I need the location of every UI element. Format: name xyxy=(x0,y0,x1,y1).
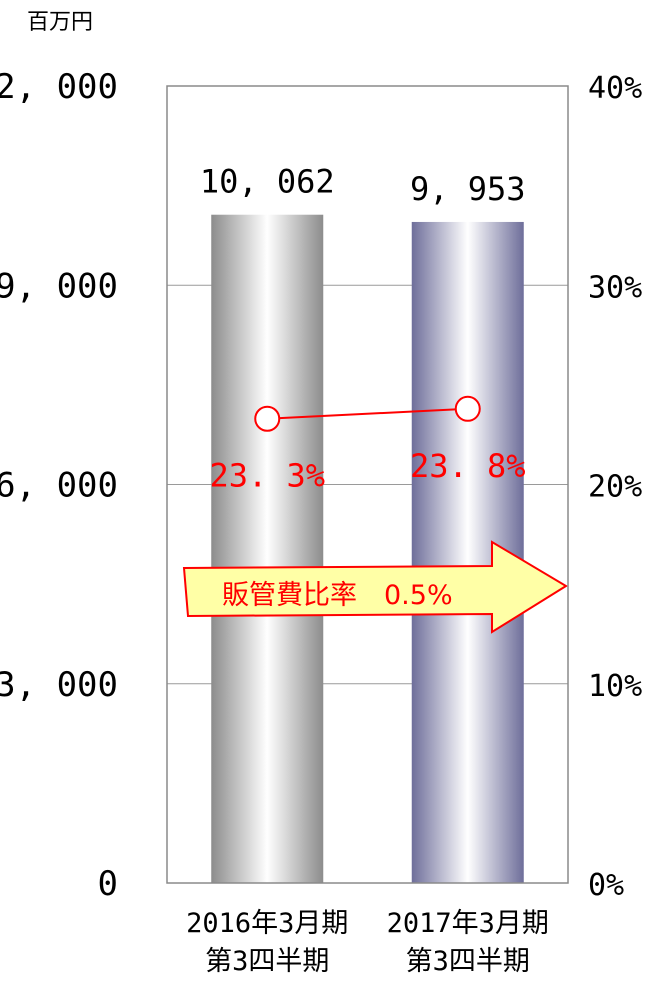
y-right-tick-label: 20% xyxy=(588,470,642,505)
y-right-tick-label: 10% xyxy=(588,669,642,704)
x-category-label: 2016年3月期 xyxy=(186,908,348,939)
bar-value-label: 9, 953 xyxy=(410,170,526,208)
y-left-tick-label: 0 xyxy=(98,864,118,904)
ratio-point xyxy=(254,405,281,432)
ratio-value-label: 23. 3% xyxy=(209,457,325,495)
ratio-point xyxy=(454,395,481,422)
y-right-tick-label: 0% xyxy=(588,868,624,903)
x-category-label: 第3四半期 xyxy=(406,946,530,977)
ratio-line xyxy=(267,407,468,420)
bar xyxy=(211,214,324,883)
x-category-label: 2017年3月期 xyxy=(387,908,549,939)
ratio-change-label: 販管費比率 0.5% xyxy=(222,580,453,611)
y-right-tick-label: 30% xyxy=(588,270,642,305)
y-left-tick-label: 9, 000 xyxy=(0,266,118,306)
x-category-label: 第3四半期 xyxy=(205,946,329,977)
unit-label: 百万円 xyxy=(27,10,94,35)
y-left-tick-label: 3, 000 xyxy=(0,665,118,705)
y-right-tick-label: 40% xyxy=(588,71,642,106)
y-left-tick-label: 12, 000 xyxy=(0,67,118,107)
ratio-value-label: 23. 8% xyxy=(410,447,526,485)
bar-value-label: 10, 062 xyxy=(200,163,335,201)
plot-frame xyxy=(166,85,569,884)
y-left-tick-label: 6, 000 xyxy=(0,466,118,506)
ratio-change-arrow xyxy=(182,540,568,634)
